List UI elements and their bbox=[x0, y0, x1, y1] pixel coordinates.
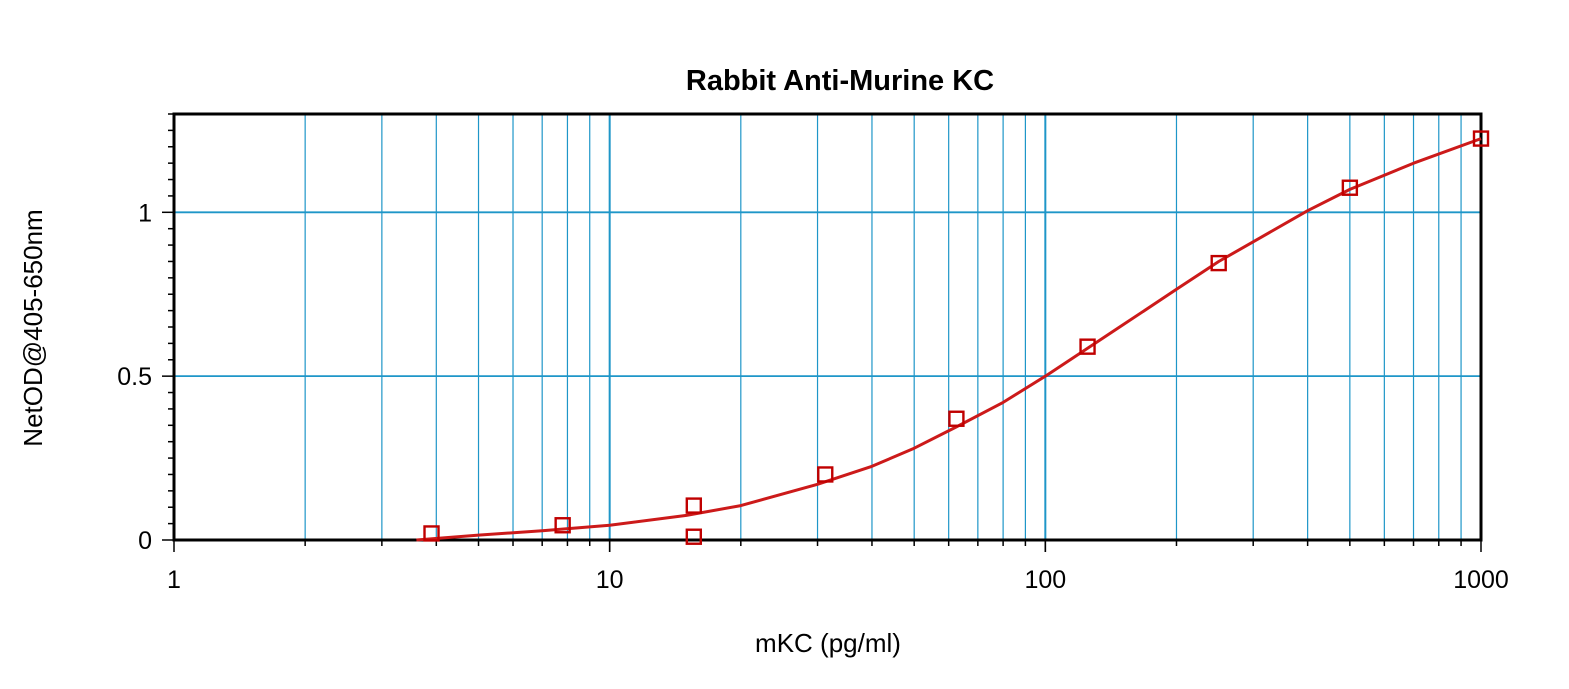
fit-curve bbox=[416, 137, 1482, 542]
data-point bbox=[554, 517, 571, 534]
data-points bbox=[423, 130, 1490, 545]
data-point bbox=[1210, 254, 1227, 272]
y-tick-label: 0.5 bbox=[117, 363, 152, 391]
data-point bbox=[423, 525, 440, 542]
y-axis-label: NetOD@405-650nm bbox=[18, 209, 48, 446]
data-point bbox=[1341, 179, 1359, 196]
data-point bbox=[685, 528, 703, 545]
data-point bbox=[948, 410, 965, 427]
fit-curve-layer bbox=[416, 137, 1482, 542]
x-tick-label: 1 bbox=[167, 566, 181, 594]
x-tick-label: 100 bbox=[1024, 566, 1066, 594]
plot-frame bbox=[172, 112, 1483, 542]
data-point bbox=[685, 497, 703, 514]
x-tick-label: 10 bbox=[596, 566, 624, 594]
x-tick-label: 1000 bbox=[1453, 566, 1509, 594]
y-tick-label: 0 bbox=[138, 527, 152, 555]
data-point bbox=[817, 466, 834, 483]
y-tick-label: 1 bbox=[138, 199, 152, 227]
data-point bbox=[1079, 338, 1096, 355]
grid-lines bbox=[174, 114, 1482, 540]
x-axis-label: mKC (pg/ml) bbox=[755, 628, 901, 658]
tick-labels: 1 10 100 1000 0 0.5 1 bbox=[117, 199, 1509, 594]
data-point bbox=[1472, 130, 1490, 147]
chart-title: Rabbit Anti-Murine KC bbox=[686, 65, 994, 97]
axes bbox=[162, 112, 1483, 552]
